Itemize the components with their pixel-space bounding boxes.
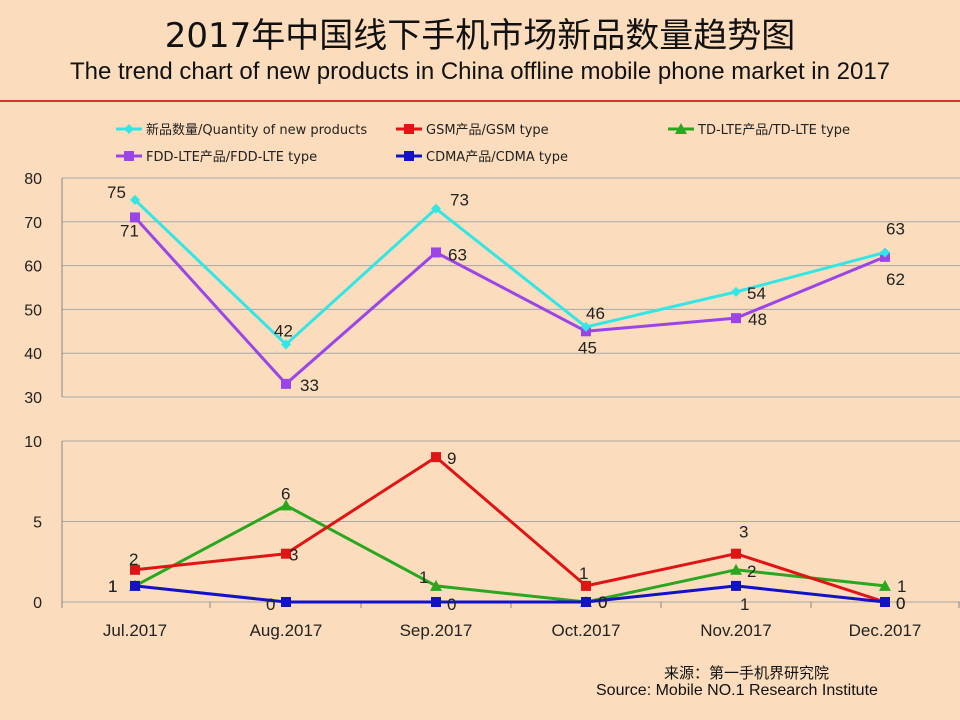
x-tick-label: Sep.2017: [400, 621, 473, 640]
data-label: 0: [266, 595, 275, 614]
data-label: 0: [896, 594, 905, 613]
series-quantity-point: [431, 203, 441, 214]
series-gsm-point: [130, 564, 140, 575]
data-label: 1: [419, 568, 428, 587]
series-cdma-point: [731, 580, 741, 591]
series-quantity-point: [731, 286, 741, 297]
legend-swatch-marker: [124, 124, 134, 134]
series-quantity-point: [581, 321, 591, 332]
y-tick-label: 40: [24, 346, 42, 363]
data-label: 1: [897, 577, 906, 596]
data-label: 2: [129, 550, 138, 569]
series-gsm-point: [731, 548, 741, 559]
title-divider: [0, 100, 960, 102]
series-cdma-line: [134, 584, 886, 604]
data-label: 1: [108, 577, 117, 596]
data-label: 9: [447, 449, 456, 468]
data-label: 63: [448, 245, 467, 264]
data-label: 48: [748, 310, 767, 329]
data-label: 2: [747, 562, 756, 581]
data-label: 1: [579, 564, 588, 583]
data-label: 0: [896, 594, 905, 613]
series-cdma-point: [431, 597, 441, 607]
series-td-lte-line: [134, 503, 886, 604]
series-quantity-point: [130, 194, 140, 205]
y-tick-label: 0: [33, 595, 42, 612]
series-quantity-point: [880, 247, 890, 258]
legend-td-lte: TD-LTE产品/TD-LTE type: [668, 123, 850, 138]
x-tick-label: Aug.2017: [250, 621, 323, 640]
x-tick-label: Nov.2017: [700, 621, 772, 640]
y-tick-label: 60: [24, 259, 42, 276]
y-tick-label: 80: [24, 171, 42, 188]
data-label: 63: [886, 219, 905, 238]
y-tick-label: 50: [24, 302, 42, 319]
legend-swatch-marker: [675, 123, 687, 134]
data-label: 75: [107, 183, 126, 202]
data-label: 46: [586, 304, 605, 323]
series-quantity-line: [133, 198, 886, 346]
y-tick-label: 10: [24, 434, 42, 451]
series-gsm-point: [431, 452, 441, 463]
y-tick-label: 30: [24, 390, 42, 407]
y-tick-label: 70: [24, 215, 42, 232]
data-label: 45: [578, 338, 597, 357]
data-label: 42: [274, 321, 293, 340]
source-cn: 来源：第一手机界研究院: [664, 664, 830, 682]
legend-swatch-marker: [404, 151, 414, 161]
data-label: 0: [598, 593, 607, 612]
legend-label: GSM产品/GSM type: [426, 123, 549, 138]
x-tick-label: Oct.2017: [552, 621, 621, 640]
chart-title-cn: 2017年中国线下手机市场新品数量趋势图: [164, 16, 796, 56]
data-label: 0: [447, 595, 456, 614]
series-td-lte-point: [879, 579, 891, 591]
legend-fdd-lte: FDD-LTE产品/FDD-LTE type: [116, 150, 317, 165]
series-fdd-lte-point: [281, 378, 291, 389]
data-label: 73: [450, 191, 469, 210]
series-fdd-lte-point: [130, 212, 140, 223]
series-cdma-point: [281, 597, 291, 607]
data-label: 3: [739, 523, 748, 542]
legend-label: FDD-LTE产品/FDD-LTE type: [146, 150, 317, 165]
series-td-lte-point: [430, 579, 442, 591]
data-label: 6: [281, 484, 290, 503]
x-tick-label: Dec.2017: [849, 621, 922, 640]
legend-swatch-marker: [124, 151, 134, 161]
series-td-lte-point: [730, 563, 742, 575]
series-gsm-point: [581, 580, 591, 591]
data-label: 1: [740, 595, 749, 614]
series-cdma-point: [130, 580, 140, 591]
series-gsm-line: [134, 455, 886, 604]
data-label: 3: [289, 546, 298, 565]
series-fdd-lte-point: [431, 247, 441, 258]
x-tick-label: Jul.2017: [103, 621, 167, 640]
data-label: 71: [120, 221, 139, 240]
series-td-lte-point: [280, 499, 292, 511]
legend-gsm: GSM产品/GSM type: [396, 123, 549, 138]
y-tick-label: 5: [33, 515, 42, 532]
legend-cdma: CDMA产品/CDMA type: [396, 150, 568, 165]
chart-title-en: The trend chart of new products in China…: [69, 58, 891, 85]
data-label: 33: [300, 376, 319, 395]
legend-swatch-marker: [404, 124, 414, 134]
series-fdd-lte-line: [133, 216, 886, 386]
series-quantity-point: [281, 339, 291, 350]
series-gsm-point: [281, 548, 291, 559]
data-label: 62: [886, 270, 905, 289]
legend-label: TD-LTE产品/TD-LTE type: [697, 123, 850, 138]
legend-label: CDMA产品/CDMA type: [426, 150, 568, 165]
data-label: 1: [108, 577, 117, 596]
legend-label: 新品数量/Quantity of new products: [146, 122, 367, 138]
series-cdma-point: [581, 597, 591, 607]
data-label: 54: [747, 284, 766, 303]
data-label: 0: [598, 593, 607, 612]
series-fdd-lte-point: [731, 313, 741, 324]
series-cdma-point: [880, 597, 890, 607]
legend-quantity: 新品数量/Quantity of new products: [116, 122, 367, 138]
source-en: Source: Mobile NO.1 Research Institute: [596, 682, 878, 699]
